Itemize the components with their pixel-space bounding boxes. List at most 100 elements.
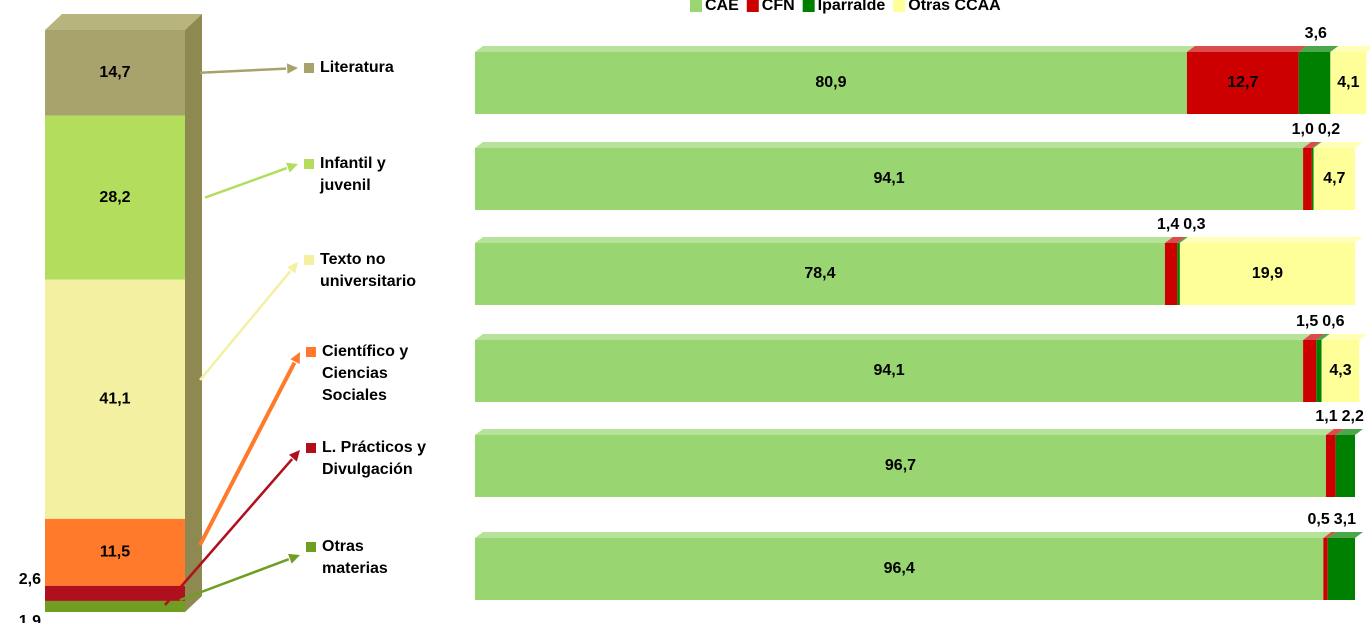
value-label: 14,7 bbox=[99, 64, 130, 81]
arrow-head bbox=[286, 162, 298, 173]
bar-segment bbox=[1303, 148, 1312, 210]
category-marker bbox=[306, 542, 316, 552]
bar-segment bbox=[1177, 243, 1180, 305]
bar-top bbox=[1313, 142, 1363, 148]
value-label: 1,4 bbox=[1157, 216, 1179, 233]
category-label: Literatura bbox=[320, 59, 394, 76]
legend-label: Iparralde bbox=[818, 0, 886, 14]
value-label: 0,6 bbox=[1322, 313, 1344, 330]
bar-top bbox=[1298, 46, 1339, 52]
bar-segment bbox=[1298, 52, 1331, 114]
category-marker bbox=[304, 255, 314, 265]
value-label: 80,9 bbox=[815, 74, 846, 91]
bar-top bbox=[1311, 142, 1322, 148]
bar-top bbox=[1335, 429, 1363, 435]
column-segment bbox=[45, 115, 185, 280]
bar-top bbox=[1323, 532, 1336, 538]
legend-swatch bbox=[746, 0, 759, 12]
arrow bbox=[198, 361, 297, 546]
value-label: 3,6 bbox=[1305, 25, 1327, 42]
bar-top bbox=[1177, 237, 1188, 243]
bar-segment bbox=[1325, 435, 1336, 497]
arrow bbox=[199, 270, 292, 381]
bar-top bbox=[475, 532, 1332, 538]
bar-segment bbox=[1335, 435, 1355, 497]
value-label: 28,2 bbox=[99, 189, 130, 206]
arrow-head bbox=[288, 450, 300, 462]
bar-top bbox=[475, 46, 1195, 52]
category-marker bbox=[306, 347, 316, 357]
bar-top bbox=[1316, 334, 1330, 340]
arrow bbox=[164, 458, 294, 606]
bar-segment bbox=[1330, 52, 1367, 114]
bar-top bbox=[1303, 334, 1325, 340]
bar-top bbox=[1303, 142, 1320, 148]
value-label: 96,4 bbox=[884, 560, 915, 577]
bar-segment bbox=[475, 52, 1187, 114]
bar-segment bbox=[1311, 148, 1314, 210]
bar-segment bbox=[475, 435, 1326, 497]
value-label: 19,9 bbox=[1252, 265, 1283, 282]
category-marker bbox=[304, 63, 314, 73]
legend-swatch bbox=[802, 0, 815, 12]
value-label: 41,1 bbox=[99, 390, 130, 407]
value-label: 0,2 bbox=[1318, 121, 1340, 138]
bar-top bbox=[1327, 532, 1363, 538]
category-label: Científico y Ciencias Sociales bbox=[322, 343, 409, 404]
legend-swatch bbox=[893, 0, 906, 12]
bar-top bbox=[475, 142, 1312, 148]
bar-top bbox=[1325, 429, 1344, 435]
value-label: 4,1 bbox=[1337, 74, 1359, 91]
arrow bbox=[204, 166, 288, 199]
category-label: L. Prácticos y Divulgación bbox=[322, 439, 427, 478]
bar-segment bbox=[1303, 340, 1317, 402]
bar-top bbox=[1186, 46, 1307, 52]
value-label: 0,5 bbox=[1307, 511, 1329, 528]
value-label: 3,1 bbox=[1334, 511, 1356, 528]
column-side bbox=[185, 14, 202, 612]
category-label: Texto no universitario bbox=[320, 251, 417, 290]
category-marker bbox=[306, 443, 316, 453]
category-label: Otras materias bbox=[322, 538, 388, 577]
legend-label: CAE bbox=[705, 0, 739, 14]
arrow bbox=[179, 558, 290, 602]
arrow-head bbox=[290, 352, 300, 364]
value-label: 1,5 bbox=[1296, 313, 1318, 330]
bar-top bbox=[475, 334, 1312, 340]
value-label: 1,1 bbox=[1315, 408, 1337, 425]
bar-top bbox=[1164, 237, 1186, 243]
category-marker bbox=[304, 159, 314, 169]
arrow-head bbox=[286, 63, 298, 74]
value-label: 1,9 bbox=[19, 613, 41, 623]
value-label: 4,7 bbox=[1323, 170, 1345, 187]
bar-segment bbox=[1179, 243, 1355, 305]
arrow bbox=[199, 67, 287, 75]
column-segment bbox=[45, 600, 185, 612]
column-top bbox=[45, 14, 202, 30]
legend-label: CFN bbox=[762, 0, 795, 14]
column-segment bbox=[45, 585, 185, 601]
value-label: 1,0 bbox=[1292, 121, 1314, 138]
value-label: 12,7 bbox=[1227, 74, 1258, 91]
bar-segment bbox=[1313, 148, 1355, 210]
bar-segment bbox=[1321, 340, 1360, 402]
bar-segment bbox=[475, 243, 1165, 305]
value-label: 96,7 bbox=[885, 457, 916, 474]
bar-segment bbox=[1316, 340, 1322, 402]
value-label: 0,3 bbox=[1183, 216, 1205, 233]
bar-segment bbox=[475, 340, 1304, 402]
column-segment bbox=[45, 30, 185, 116]
bar-segment bbox=[475, 148, 1304, 210]
bar-top bbox=[475, 237, 1173, 243]
bar-top bbox=[1330, 46, 1370, 52]
bar-segment bbox=[1186, 52, 1299, 114]
bar-top bbox=[475, 429, 1334, 435]
value-label: 2,6 bbox=[19, 571, 41, 588]
value-label: 94,1 bbox=[873, 170, 904, 187]
column-segment bbox=[45, 279, 185, 519]
bar-top bbox=[1321, 334, 1368, 340]
bar-segment bbox=[1327, 538, 1355, 600]
bar-segment bbox=[1164, 243, 1178, 305]
